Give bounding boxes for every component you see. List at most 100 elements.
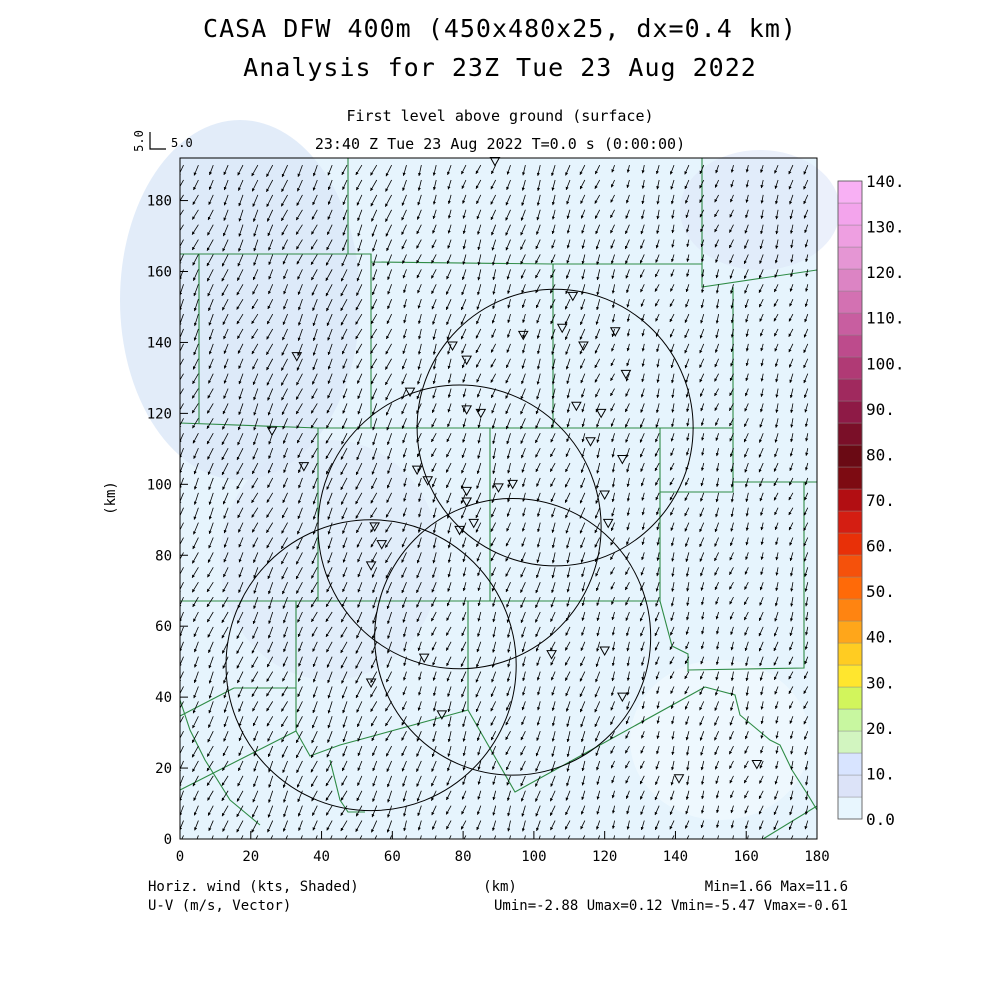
wind-vector <box>758 611 764 622</box>
wind-vector <box>626 537 630 546</box>
wind-vector <box>385 507 392 518</box>
wind-vector <box>805 448 809 456</box>
wind-vector <box>700 641 705 650</box>
wind-vector <box>522 313 526 324</box>
wind-vector <box>180 790 184 802</box>
wind-vector <box>431 805 437 816</box>
wind-vector <box>624 745 630 754</box>
wind-vector <box>387 269 393 281</box>
wind-vector <box>758 641 764 652</box>
wind-vector <box>744 567 749 575</box>
y-tick-label: 20 <box>155 761 172 777</box>
wind-vector <box>760 537 764 546</box>
wind-vector <box>266 328 274 340</box>
wind-vector <box>252 537 259 548</box>
wind-vector <box>641 507 645 516</box>
wind-vector <box>759 492 764 502</box>
wind-vector <box>325 462 333 475</box>
wind-vector <box>803 164 809 175</box>
wind-vector <box>626 641 630 652</box>
wind-vector <box>714 716 719 726</box>
wind-vector <box>180 641 184 652</box>
wind-vector <box>281 179 288 193</box>
wind-vector <box>744 239 749 249</box>
wind-vector <box>729 731 734 741</box>
wind-vector <box>432 686 437 697</box>
wind-vector <box>296 582 303 594</box>
wind-vector <box>579 492 586 504</box>
wind-vector <box>342 358 348 369</box>
colorbar-label: 20. <box>866 719 895 738</box>
wind-vector <box>625 596 630 606</box>
wind-vector <box>610 522 615 532</box>
wind-vector <box>386 596 393 610</box>
wind-vector <box>462 239 467 250</box>
wind-vector <box>715 656 720 666</box>
wind-vector <box>296 596 303 609</box>
wind-vector <box>505 418 511 430</box>
wind-vector <box>580 299 586 311</box>
wind-vector <box>714 194 719 203</box>
wind-vector <box>355 298 363 311</box>
wind-vector <box>226 835 229 839</box>
wind-vector <box>267 820 274 833</box>
wind-vector <box>447 403 452 413</box>
wind-vector <box>207 805 214 816</box>
wind-vector <box>699 194 705 203</box>
wind-vector <box>536 507 541 517</box>
wind-vector <box>180 820 184 831</box>
wind-vector <box>760 224 764 235</box>
wind-vector <box>193 626 199 638</box>
wind-vector <box>743 596 749 606</box>
wind-vector <box>312 194 318 206</box>
wind-vector <box>654 611 660 622</box>
wind-vector <box>221 775 229 786</box>
wind-vector <box>180 567 184 579</box>
wind-vector <box>180 805 184 817</box>
wind-vector <box>522 507 526 517</box>
wind-vector <box>521 358 526 369</box>
wind-vector <box>268 760 274 773</box>
wind-vector <box>340 611 348 623</box>
wind-vector <box>490 686 497 698</box>
wind-vector <box>626 165 630 173</box>
wind-vector <box>223 224 229 237</box>
wind-vector <box>686 254 690 262</box>
wind-vector <box>341 164 348 176</box>
wind-vector <box>460 313 467 325</box>
wind-vector <box>655 671 660 680</box>
wind-vector <box>535 462 541 473</box>
wind-vector <box>745 686 749 696</box>
wind-vector <box>744 731 749 740</box>
wind-vector <box>432 552 437 564</box>
wind-vector <box>685 388 690 398</box>
wind-vector <box>699 507 705 518</box>
wind-vector <box>641 343 645 352</box>
wind-vector <box>760 552 764 560</box>
wind-vector <box>385 716 392 727</box>
wind-vector <box>326 403 333 414</box>
wind-vector <box>566 403 571 413</box>
station-marker <box>617 454 628 465</box>
wind-vector <box>669 298 675 307</box>
wind-vector <box>403 805 407 817</box>
wind-vector <box>744 790 749 799</box>
wind-vector <box>355 313 363 325</box>
wind-vector <box>402 269 407 279</box>
wind-vector <box>640 477 645 487</box>
wind-vector <box>594 686 601 698</box>
wind-vector <box>357 209 363 222</box>
wind-vector <box>252 701 259 712</box>
wind-vector <box>253 388 259 401</box>
wind-vector <box>595 403 601 413</box>
wind-vector <box>596 299 601 311</box>
wind-vector <box>760 358 764 367</box>
wind-vector <box>253 239 259 252</box>
wind-vector <box>417 805 422 817</box>
wind-vector <box>520 388 526 400</box>
wind-vector <box>403 313 407 324</box>
wind-vector <box>521 537 526 547</box>
wind-vector <box>416 790 422 802</box>
wind-vector <box>403 492 407 502</box>
wind-vector <box>744 477 749 488</box>
